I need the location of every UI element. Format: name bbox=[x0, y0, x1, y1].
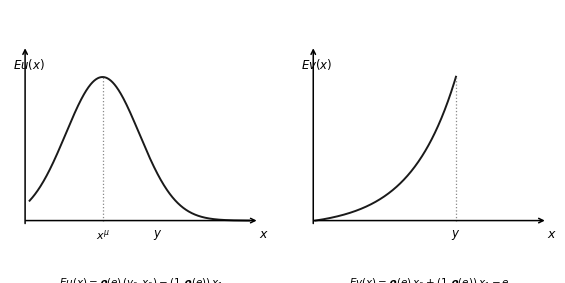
Text: $Ev(x){=}\boldsymbol{\rho}(e)\,x_0 + (1\text{-}\boldsymbol{\rho}(e))\,x_1 - e$: $Ev(x){=}\boldsymbol{\rho}(e)\,x_0 + (1\… bbox=[349, 276, 510, 283]
Text: $x$: $x$ bbox=[259, 228, 268, 241]
Text: $x^{\mu}$: $x^{\mu}$ bbox=[95, 228, 110, 243]
Text: $Eu(x){=}\boldsymbol{\rho}(e)\,(y_0\text{-}x_0) - (1\text{-}\boldsymbol{\rho}(e): $Eu(x){=}\boldsymbol{\rho}(e)\,(y_0\text… bbox=[59, 276, 224, 283]
Text: $y$: $y$ bbox=[451, 228, 460, 243]
Text: $Eu(x)$: $Eu(x)$ bbox=[13, 57, 45, 72]
Text: $Ev(x)$: $Ev(x)$ bbox=[301, 57, 333, 72]
Text: $y$: $y$ bbox=[153, 228, 162, 243]
Text: $x$: $x$ bbox=[547, 228, 557, 241]
